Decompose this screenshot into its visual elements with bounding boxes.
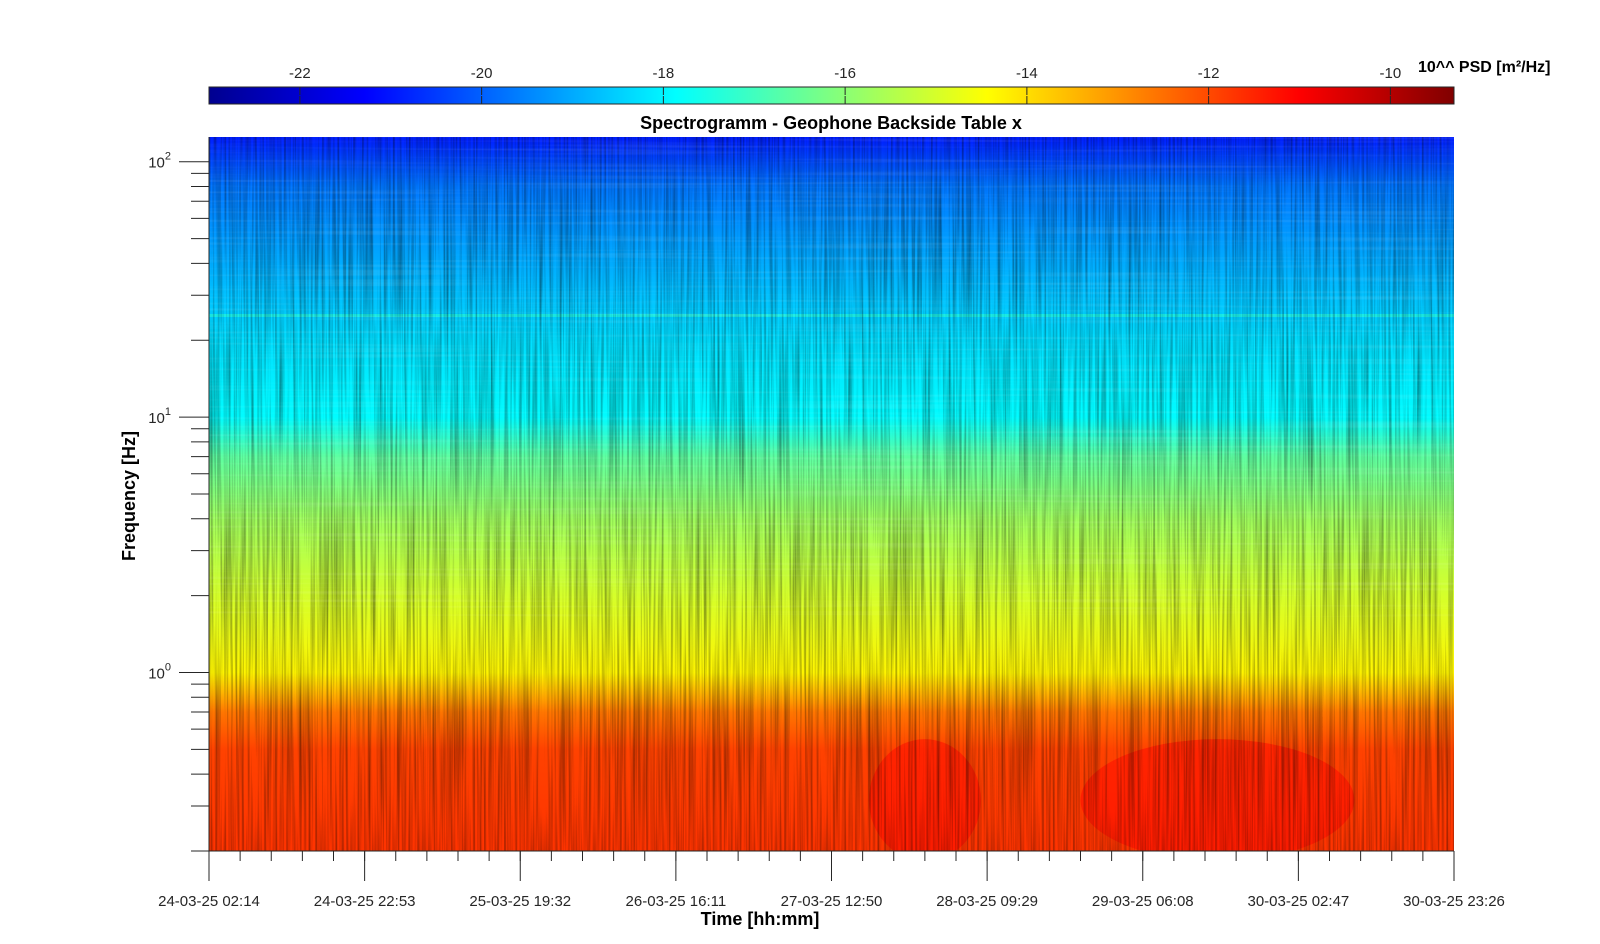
- colorbar-ticks: -22 -20 -18 -16 -14 -12 -10: [289, 65, 1401, 104]
- colorbar-tick-label: -10: [1380, 65, 1402, 82]
- x-tick-label: 24-03-25 22:53: [314, 893, 416, 910]
- colorbar-tick-label: -18: [653, 65, 675, 82]
- x-axis-label: Time [hh:mm]: [701, 909, 820, 929]
- x-tick-label: 25-03-25 19:32: [469, 893, 571, 910]
- x-tick-label: 27-03-25 12:50: [781, 893, 883, 910]
- colorbar-label: 10^^ PSD [m²/Hz]: [1418, 59, 1550, 76]
- x-tick-label: 26-03-25 16:11: [626, 893, 727, 910]
- y-axis-ticks: 102 101 100: [148, 151, 209, 852]
- y-axis-label: Frequency [Hz]: [119, 431, 139, 561]
- colorbar-tick-label: -22: [289, 65, 311, 82]
- x-tick-label: 30-03-25 23:26: [1403, 893, 1505, 910]
- x-tick-label: 29-03-25 06:08: [1092, 893, 1194, 910]
- colorbar-tick-label: -14: [1016, 65, 1038, 82]
- x-tick-label: 30-03-25 02:47: [1248, 893, 1350, 910]
- x-tick-label: 24-03-25 02:14: [158, 893, 260, 910]
- colorbar: -22 -20 -18 -16 -14 -12 -10 10^^ PSD [m²/Hz]: [208, 59, 1550, 105]
- colorbar-gradient: [208, 86, 1455, 105]
- x-axis-ticks: 24-03-25 02:14 24-03-25 22:53 25-03-25 19:…: [158, 851, 1505, 910]
- y-tick-label: 100: [148, 662, 171, 683]
- y-tick-label: 101: [148, 406, 171, 427]
- axes: 24-03-25 02:14 24-03-25 22:53 25-03-25 19:…: [148, 137, 1505, 910]
- chart-title: Spectrogramm - Geophone Backside Table x: [640, 113, 1022, 133]
- colorbar-tick-label: -12: [1198, 65, 1220, 82]
- spectrogram-plot-area: [209, 137, 1454, 851]
- colorbar-tick-label: -20: [471, 65, 493, 82]
- y-tick-label: 102: [148, 151, 171, 172]
- spectrogram-texture-horizontal: [209, 137, 1454, 617]
- colorbar-tick-label: -16: [834, 65, 856, 82]
- x-tick-label: 28-03-25 09:29: [936, 893, 1038, 910]
